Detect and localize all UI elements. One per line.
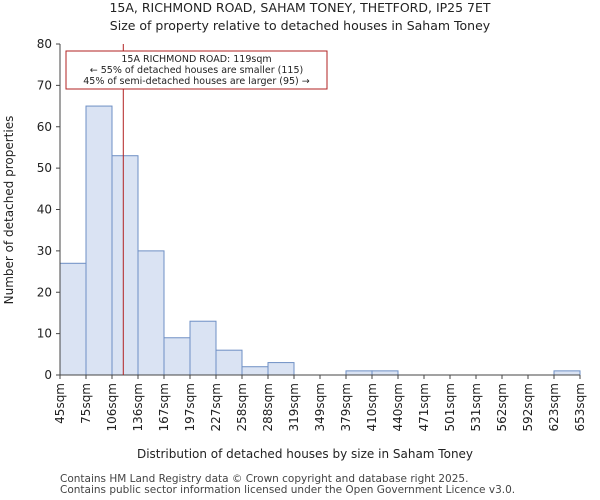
x-tick-label: 653sqm	[573, 383, 587, 431]
histogram-bar	[163, 337, 191, 376]
x-tick-label: 592sqm	[521, 383, 535, 431]
x-tick-label: 75sqm	[79, 383, 93, 424]
chart-title: 15A, RICHMOND ROAD, SAHAM TONEY, THETFOR…	[109, 0, 491, 15]
y-tick-label: 30	[37, 244, 52, 258]
x-tick-label: 471sqm	[417, 383, 431, 431]
footer-copyright: Contains HM Land Registry data © Crown c…	[60, 473, 469, 485]
histogram-bar	[137, 250, 165, 376]
annotation-line-1: 15A RICHMOND ROAD: 119sqm	[121, 54, 271, 65]
x-tick-label: 562sqm	[495, 383, 509, 431]
annotation-line-3: 45% of semi-detached houses are larger (…	[83, 76, 310, 87]
histogram-bar	[215, 349, 243, 376]
x-tick-label: 45sqm	[53, 383, 67, 424]
x-tick-label: 106sqm	[105, 383, 119, 431]
histogram-bar	[371, 370, 399, 376]
y-tick-label: 10	[37, 327, 52, 341]
x-tick-label: 501sqm	[443, 383, 457, 431]
x-tick-label: 319sqm	[287, 383, 301, 431]
histogram-bar	[345, 370, 373, 376]
x-tick-label: 410sqm	[365, 383, 379, 431]
x-tick-label: 531sqm	[469, 383, 483, 431]
y-axis-label: Number of detached properties	[2, 116, 16, 305]
x-tick-label: 288sqm	[261, 383, 275, 431]
y-tick-label: 20	[37, 285, 52, 299]
x-tick-label: 379sqm	[339, 383, 353, 431]
histogram-chart: 0 10 20 30 40 50 60 70 80 45sqm 75sqm 106sqm 136sqm 1…	[2, 37, 587, 461]
annotation-line-2: ← 55% of detached houses are smaller (11…	[90, 65, 303, 76]
histogram-bar	[189, 320, 217, 376]
y-tick-label: 0	[44, 368, 52, 382]
x-axis-label: Distribution of detached houses by size …	[137, 447, 473, 461]
x-tick-label: 440sqm	[391, 383, 405, 431]
y-tick-label: 80	[37, 37, 52, 51]
y-tick-label: 60	[37, 120, 52, 134]
histogram-bar	[241, 366, 269, 376]
y-tick-label: 40	[37, 203, 52, 217]
histogram-bar	[267, 362, 295, 376]
x-tick-label: 197sqm	[183, 383, 197, 431]
histogram-bar	[553, 370, 581, 376]
y-tick-label: 50	[37, 161, 52, 175]
histogram-bar	[59, 262, 87, 376]
x-tick-label: 227sqm	[209, 383, 223, 431]
y-tick-label: 70	[37, 78, 52, 92]
x-tick-label: 136sqm	[131, 383, 145, 431]
histogram-bar	[85, 105, 113, 376]
x-tick-label: 258sqm	[235, 383, 249, 431]
histogram-bar	[111, 155, 139, 376]
x-tick-label: 623sqm	[547, 383, 561, 431]
chart-subtitle: Size of property relative to detached ho…	[109, 18, 491, 33]
footer-licence: Contains public sector information licen…	[60, 484, 516, 496]
x-tick-label: 349sqm	[313, 383, 327, 431]
annotation-box	[65, 50, 328, 90]
x-tick-label: 167sqm	[157, 383, 171, 431]
